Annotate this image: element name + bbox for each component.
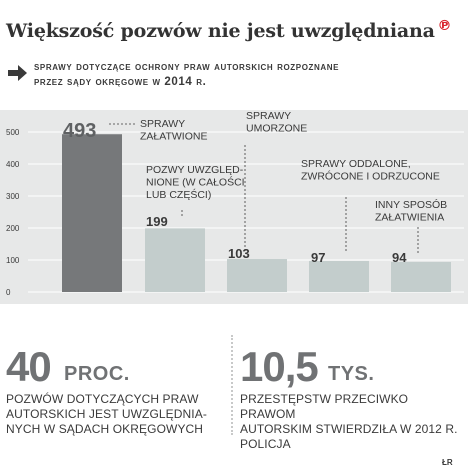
category-label-3: SPRAWY [246, 110, 291, 122]
y-tick-label: 500 [6, 128, 20, 137]
stat-number-2: 10,5 [240, 343, 319, 390]
stats-panel [0, 320, 228, 450]
stats-divider [231, 335, 233, 435]
data-label-5: 94 [392, 250, 407, 265]
bar-5 [391, 261, 451, 292]
publisher-logo: ℗ [437, 18, 452, 34]
category-label-2: POZWY UWZGLĘD- [146, 164, 244, 176]
category-label-3: UMORZONE [246, 123, 307, 135]
arrow-right-icon [8, 65, 27, 81]
data-label-2: 199 [146, 214, 168, 229]
data-label-4: 97 [311, 250, 325, 265]
y-tick-label: 400 [6, 160, 20, 169]
chart-subtitle: Sprawy dotyczące ochrony praw autorskich… [34, 61, 340, 88]
y-tick-label: 0 [6, 288, 11, 297]
stat-unit-1: PROC. [64, 363, 130, 385]
stat-desc-2: Przestępstw przeciwko prawom autorskim s… [240, 392, 458, 451]
category-label-5: ZAŁATWIENIA [375, 212, 444, 224]
stat-unit-2: TYS. [328, 363, 375, 385]
stat-desc-1: Pozwów dotyczących praw autorskich jest … [6, 392, 207, 436]
data-label-3: 103 [228, 246, 250, 261]
stat-number-1: 40 [6, 343, 52, 390]
category-label-5: INNY SPOSÓB [375, 198, 447, 211]
bar-1 [62, 134, 122, 292]
chart-title: Większość pozwów nie jest uwzględniana [6, 20, 435, 42]
y-tick-label: 200 [6, 224, 20, 233]
bar-2 [145, 228, 205, 292]
y-tick-label: 100 [6, 256, 20, 265]
category-label-4: ZWRÓCONE I ODRZUCONE [301, 170, 440, 183]
category-label-4: SPRAWY ODDALONE, [301, 158, 411, 170]
category-label-2: NIONE (W CAŁOŚCI [146, 176, 245, 189]
bar-4 [309, 260, 369, 292]
bar-3 [227, 259, 287, 292]
author-credit: ŁR [442, 458, 453, 467]
data-label-1: 493 [63, 120, 96, 142]
category-label-2: LUB CZĘŚCI) [146, 188, 211, 201]
category-label-1: ZAŁATWIONE [140, 131, 207, 143]
category-label-1: SPRAWY [140, 118, 185, 130]
y-tick-label: 300 [6, 192, 20, 201]
